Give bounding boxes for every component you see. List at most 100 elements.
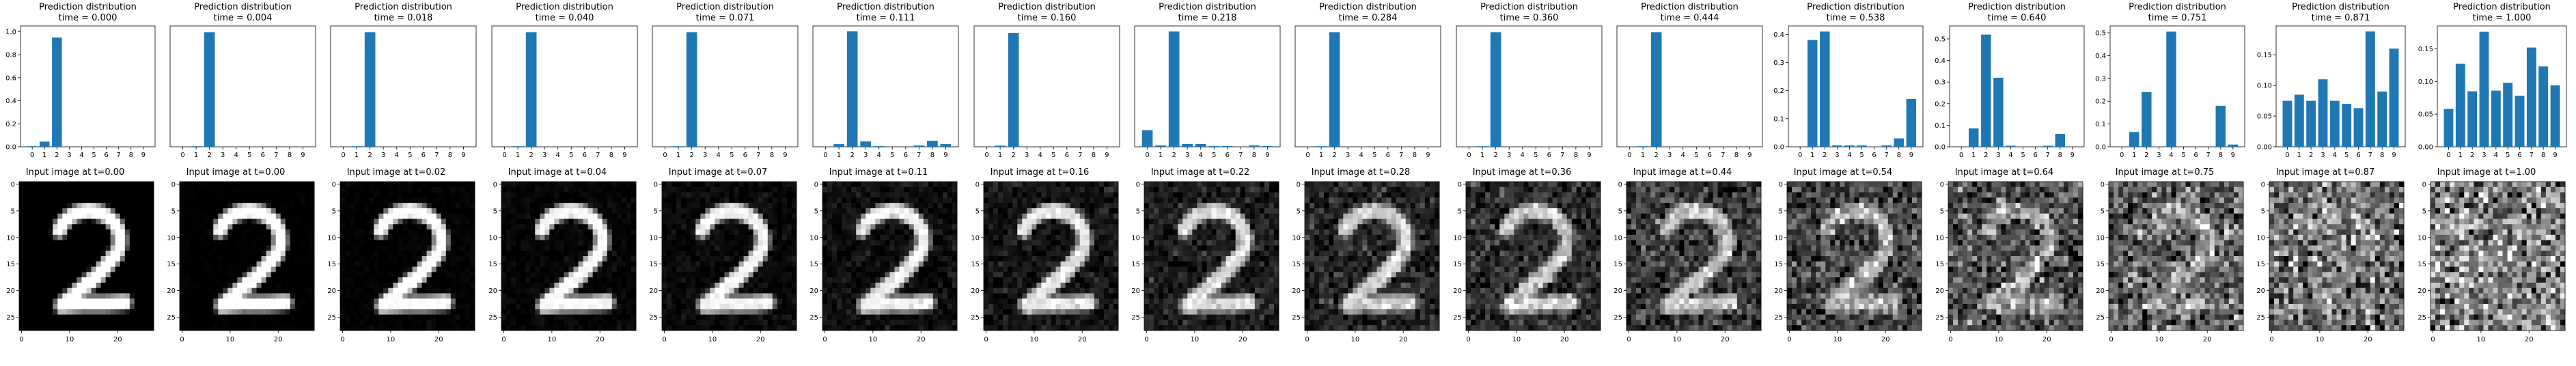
image-pixel xyxy=(345,266,350,272)
image-pixel xyxy=(67,245,72,251)
image-pixel xyxy=(832,234,837,241)
image-pixel xyxy=(923,256,929,262)
image-pixel xyxy=(521,261,526,267)
image-pixel xyxy=(227,213,233,219)
image-pixel xyxy=(544,256,550,262)
image-pixel xyxy=(57,219,63,225)
image-pixel xyxy=(758,203,764,209)
image-pixel xyxy=(559,251,564,257)
image-pixel xyxy=(204,213,209,219)
image-pixel xyxy=(705,186,710,193)
image-pixel xyxy=(544,261,550,267)
image-pixel xyxy=(213,287,219,294)
image-pixel xyxy=(388,256,393,262)
image-pixel xyxy=(602,229,608,236)
image-pixel xyxy=(261,282,267,289)
image-pixel xyxy=(350,320,355,326)
image-pixel xyxy=(393,320,398,326)
image-pixel xyxy=(842,192,847,198)
image-pixel xyxy=(691,309,696,315)
image-pixel xyxy=(772,219,778,225)
image-pixel xyxy=(918,240,924,246)
image-pixel xyxy=(918,287,924,294)
image-pixel xyxy=(932,298,939,305)
image-pixel xyxy=(340,266,346,272)
image-pixel xyxy=(662,251,667,257)
image-pixel xyxy=(232,261,238,267)
image-pixel xyxy=(942,320,948,326)
image-pixel xyxy=(441,192,447,198)
image-pixel xyxy=(38,203,44,209)
image-pixel xyxy=(559,208,564,214)
image-pixel xyxy=(412,261,417,267)
image-pixel xyxy=(738,293,745,299)
image-pixel xyxy=(393,314,398,320)
image-pixel xyxy=(62,203,68,209)
image-pixel xyxy=(822,186,828,193)
image-pixel xyxy=(705,229,710,236)
image-pixel xyxy=(681,186,687,193)
image-pixel xyxy=(62,192,68,198)
image-pixel xyxy=(304,277,310,283)
image-pixel xyxy=(134,261,140,267)
image-pixel xyxy=(38,266,44,272)
image-pixel xyxy=(436,245,442,251)
image-pixel xyxy=(184,320,190,326)
image-pixel xyxy=(469,192,475,198)
image-pixel xyxy=(374,309,379,315)
image-pixel xyxy=(431,293,437,299)
image-axes-frame xyxy=(501,181,637,331)
image-pixel xyxy=(465,251,471,257)
image-pixel xyxy=(626,266,632,272)
image-pixel xyxy=(573,272,579,278)
image-pixel xyxy=(184,298,190,305)
image-pixel xyxy=(530,293,536,299)
image-pixel xyxy=(851,251,857,257)
image-pixel xyxy=(378,325,384,331)
image-pixel xyxy=(942,298,948,305)
image-pixel xyxy=(275,251,281,257)
image-pixel xyxy=(86,277,92,283)
image-pixel xyxy=(525,293,531,299)
image-pixel xyxy=(540,304,545,310)
image-pixel xyxy=(743,293,749,299)
image-pixel xyxy=(667,186,672,193)
image-pixel xyxy=(832,224,837,230)
image-pixel xyxy=(832,261,837,267)
image-pixel xyxy=(340,309,346,315)
image-pixel xyxy=(232,197,238,203)
image-pixel xyxy=(110,277,116,283)
image-pixel xyxy=(909,320,915,326)
image-pixel xyxy=(952,203,958,209)
image-pixel xyxy=(469,219,475,225)
image-pixel xyxy=(340,186,346,193)
image-pixel xyxy=(540,266,545,272)
image-pixel xyxy=(889,287,895,294)
image-pixel xyxy=(48,186,53,193)
image-pixel xyxy=(143,256,150,262)
image-pixel xyxy=(57,272,63,278)
image-pixel xyxy=(290,192,296,198)
image-pixel xyxy=(587,309,594,315)
image-pixel xyxy=(120,266,126,272)
image-pixel xyxy=(724,298,730,305)
image-pixel xyxy=(875,197,881,203)
image-pixel xyxy=(583,272,589,278)
image-pixel xyxy=(540,182,545,188)
image-pixel xyxy=(913,240,919,246)
image-pixel xyxy=(832,287,837,294)
image-pixel xyxy=(242,240,247,246)
image-ytick-label: 0 xyxy=(332,181,336,188)
image-pixel xyxy=(271,309,277,315)
image-pixel xyxy=(865,314,871,320)
image-pixel xyxy=(748,182,754,188)
image-pixel xyxy=(412,277,417,283)
image-pixel xyxy=(616,314,622,320)
image-pixel xyxy=(266,272,272,278)
image-pixel xyxy=(724,304,730,310)
image-pixel xyxy=(822,219,828,225)
image-pixel xyxy=(870,234,876,241)
image-pixel xyxy=(271,229,277,236)
image-ytick-label: 5 xyxy=(654,208,658,215)
image-pixel xyxy=(208,224,214,230)
